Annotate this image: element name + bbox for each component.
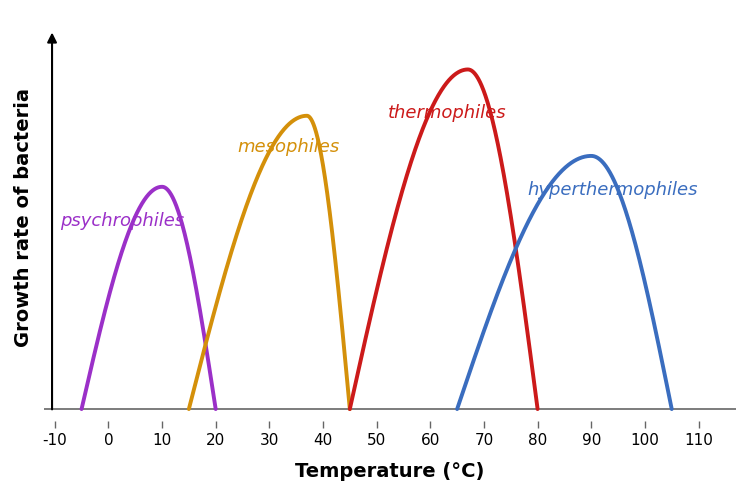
- Text: hyperthermophiles: hyperthermophiles: [526, 181, 698, 199]
- Text: mesophiles: mesophiles: [237, 138, 340, 156]
- Text: psychrophiles: psychrophiles: [60, 212, 184, 230]
- Text: thermophiles: thermophiles: [387, 104, 506, 122]
- Y-axis label: Growth rate of bacteria: Growth rate of bacteria: [14, 88, 33, 347]
- X-axis label: Temperature (°C): Temperature (°C): [296, 462, 484, 481]
